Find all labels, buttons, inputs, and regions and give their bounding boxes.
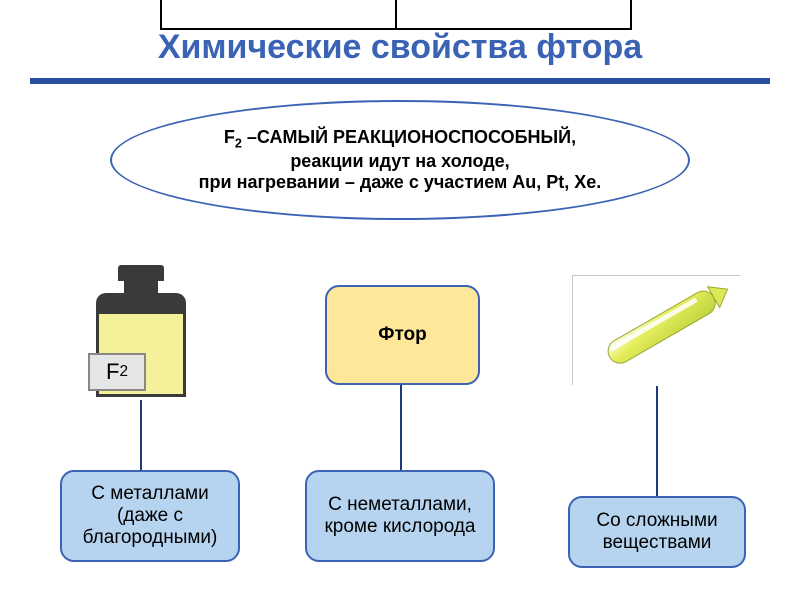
- box-nonmetals: С неметаллами, кроме кислорода: [305, 470, 495, 562]
- bottle-label-pre: F: [106, 359, 119, 385]
- reactivity-oval: F2 –САМЫЙ РЕАКЦИОНОСПОСОБНЫЙ, реакции ид…: [110, 100, 690, 220]
- bottle-shoulder: [96, 293, 186, 311]
- oval-line1: F2 –САМЫЙ РЕАКЦИОНОСПОСОБНЫЙ,: [142, 127, 658, 151]
- f2-bottle-icon: F2: [86, 265, 196, 400]
- page-title: Химические свойства фтора: [0, 28, 800, 67]
- box-complex: Со сложными веществами: [568, 496, 746, 568]
- oval-line2: реакции идут на холоде,: [142, 151, 658, 172]
- bottle-label-sub: 2: [119, 363, 128, 381]
- fluorine-node: Фтор: [325, 285, 480, 385]
- bottle-label: F2: [88, 353, 146, 391]
- ampoule-svg: [573, 276, 741, 386]
- connector-mid: [400, 385, 402, 470]
- table-top-right-v: [630, 0, 632, 30]
- oval-l1-pre: F: [224, 127, 235, 147]
- table-top-mid-v: [395, 0, 397, 30]
- connector-left: [140, 400, 142, 470]
- connector-right: [656, 385, 658, 496]
- bottle-neck: [124, 281, 158, 293]
- oval-l1-post: –САМЫЙ РЕАКЦИОНОСПОСОБНЫЙ,: [242, 127, 576, 147]
- title-underline: [30, 78, 770, 84]
- box-metals-text: С металлами (даже с благородными): [68, 483, 232, 549]
- bottle-cap: [118, 265, 164, 281]
- box-complex-text: Со сложными веществами: [576, 510, 738, 554]
- fluorine-node-label: Фтор: [378, 324, 426, 346]
- table-top-left-v: [160, 0, 162, 30]
- oval-l1-sub: 2: [235, 137, 242, 151]
- box-metals: С металлами (даже с благородными): [60, 470, 240, 562]
- fluorine-ampoule-icon: [572, 275, 740, 385]
- box-nonmetals-text: С неметаллами, кроме кислорода: [313, 494, 487, 538]
- oval-line3: при нагревании – даже с участием Au, Pt,…: [142, 172, 658, 193]
